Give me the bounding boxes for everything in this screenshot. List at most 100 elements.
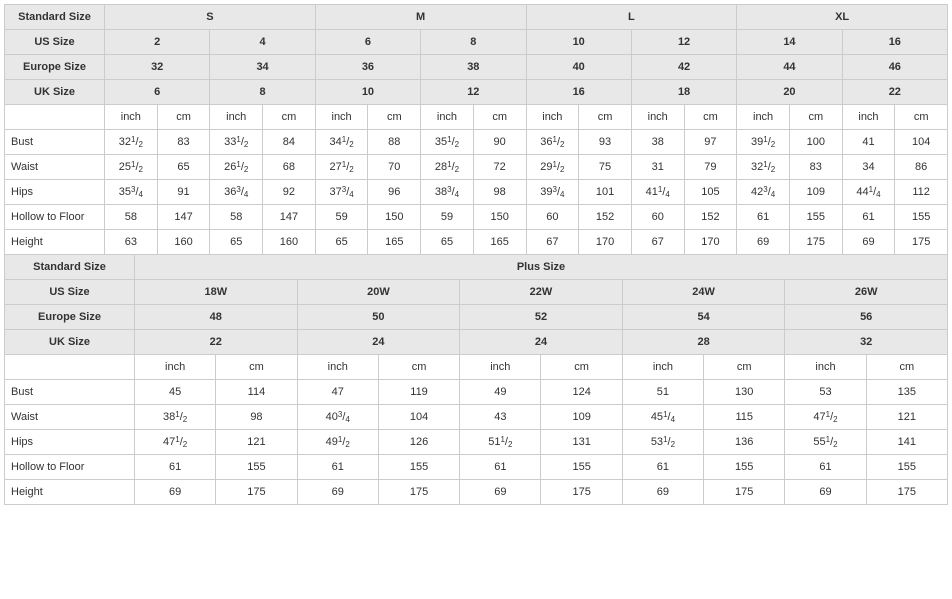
cell-160: 160 (263, 230, 316, 255)
cell-12: 12 (631, 30, 736, 55)
cell-cm: cm (157, 105, 210, 130)
cell-105: 105 (684, 180, 737, 205)
cell-inch: inch (210, 105, 263, 130)
cell-2: 2 (105, 30, 210, 55)
cell-inch: inch (737, 105, 790, 130)
cell-36: 36 (315, 55, 420, 80)
cell-41: 41 (842, 130, 895, 155)
cell-69: 69 (842, 230, 895, 255)
cell-bust: Bust (5, 130, 105, 155)
cell-170: 170 (579, 230, 632, 255)
cell-511-2: 511/2 (460, 430, 541, 455)
cell-121: 121 (866, 405, 947, 430)
cell-175: 175 (541, 480, 622, 505)
cell-61: 61 (785, 455, 866, 480)
cell-46: 46 (842, 55, 947, 80)
cell-8: 8 (421, 30, 526, 55)
cell-22: 22 (135, 330, 298, 355)
cell-s: S (105, 5, 316, 30)
cell-155: 155 (216, 455, 297, 480)
cell-hollow-to-floor: Hollow to Floor (5, 455, 135, 480)
cell-cm: cm (789, 105, 842, 130)
cell-471-2: 471/2 (785, 405, 866, 430)
cell-22w: 22W (460, 280, 623, 305)
cell-69: 69 (785, 480, 866, 505)
cell-531-2: 531/2 (622, 430, 703, 455)
cell-49: 49 (460, 380, 541, 405)
cell-12: 12 (421, 80, 526, 105)
cell-58: 58 (210, 205, 263, 230)
cell-31: 31 (631, 155, 684, 180)
cell-124: 124 (541, 380, 622, 405)
cell-423-4: 423/4 (737, 180, 790, 205)
cell-26w: 26W (785, 280, 948, 305)
cell-83: 83 (157, 130, 210, 155)
size-chart-standard: Standard SizeSMLXLUS Size246810121416Eur… (4, 4, 948, 255)
cell-411-4: 411/4 (631, 180, 684, 205)
cell-cm: cm (895, 105, 948, 130)
cell-331-2: 331/2 (210, 130, 263, 155)
size-chart-plus: Standard SizePlus SizeUS Size18W20W22W24… (4, 254, 948, 505)
cell-175: 175 (866, 480, 947, 505)
cell-20: 20 (737, 80, 842, 105)
cell-90: 90 (473, 130, 526, 155)
cell-441-4: 441/4 (842, 180, 895, 205)
cell-65: 65 (421, 230, 474, 255)
cell-281-2: 281/2 (421, 155, 474, 180)
cell-44: 44 (737, 55, 842, 80)
cell-72: 72 (473, 155, 526, 180)
cell-115: 115 (704, 405, 785, 430)
cell-130: 130 (704, 380, 785, 405)
cell-68: 68 (263, 155, 316, 180)
cell-155: 155 (895, 205, 948, 230)
cell-175: 175 (378, 480, 459, 505)
cell-59: 59 (315, 205, 368, 230)
cell-65: 65 (315, 230, 368, 255)
cell-4: 4 (210, 30, 315, 55)
cell-hips: Hips (5, 180, 105, 205)
cell-cm: cm (378, 355, 459, 380)
cell-10: 10 (526, 30, 631, 55)
cell-141: 141 (866, 430, 947, 455)
cell-98: 98 (473, 180, 526, 205)
cell-14: 14 (737, 30, 842, 55)
cell-114: 114 (216, 380, 297, 405)
cell-170: 170 (684, 230, 737, 255)
cell-20w: 20W (297, 280, 460, 305)
cell-147: 147 (157, 205, 210, 230)
cell-471-2: 471/2 (135, 430, 216, 455)
cell-inch: inch (105, 105, 158, 130)
cell-standard-size: Standard Size (5, 5, 105, 30)
cell-34: 34 (210, 55, 315, 80)
cell-inch: inch (526, 105, 579, 130)
cell-22: 22 (842, 80, 947, 105)
cell-inch: inch (631, 105, 684, 130)
cell-inch: inch (785, 355, 866, 380)
cell-135: 135 (866, 380, 947, 405)
cell-175: 175 (704, 480, 785, 505)
cell-101: 101 (579, 180, 632, 205)
cell-61: 61 (135, 455, 216, 480)
cell-height: Height (5, 480, 135, 505)
cell-155: 155 (866, 455, 947, 480)
cell-175: 175 (895, 230, 948, 255)
cell-europe-size: Europe Size (5, 305, 135, 330)
cell-69: 69 (460, 480, 541, 505)
cell-cell (5, 355, 135, 380)
cell-uk-size: UK Size (5, 80, 105, 105)
cell-551-2: 551/2 (785, 430, 866, 455)
cell-79: 79 (684, 155, 737, 180)
cell-48: 48 (135, 305, 298, 330)
cell-96: 96 (368, 180, 421, 205)
cell-69: 69 (737, 230, 790, 255)
cell-cm: cm (704, 355, 785, 380)
cell-109: 109 (541, 405, 622, 430)
cell-165: 165 (473, 230, 526, 255)
cell-93: 93 (579, 130, 632, 155)
cell-24: 24 (460, 330, 623, 355)
cell-160: 160 (157, 230, 210, 255)
cell-inch: inch (297, 355, 378, 380)
cell-381-2: 381/2 (135, 405, 216, 430)
cell-inch: inch (421, 105, 474, 130)
cell-61: 61 (460, 455, 541, 480)
